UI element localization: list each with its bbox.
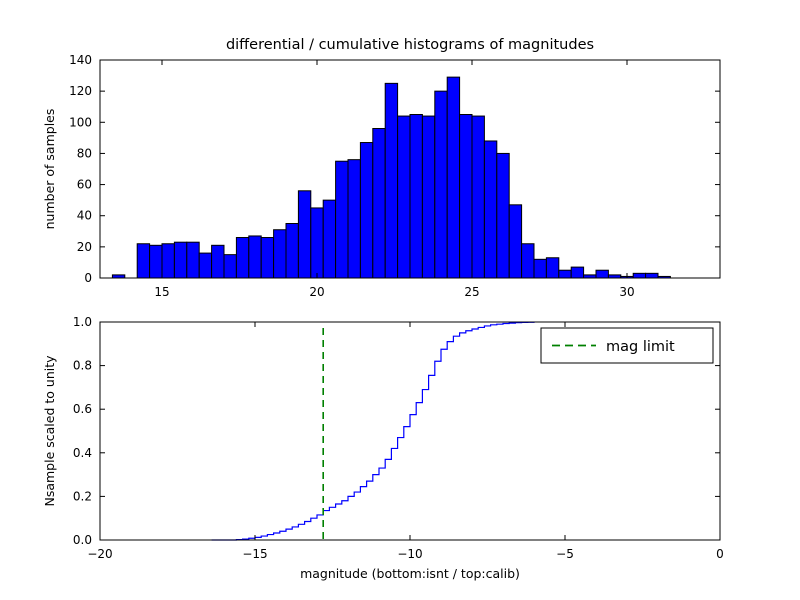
histogram-bar bbox=[434, 90, 448, 279]
histogram-bar bbox=[508, 204, 523, 279]
histogram-bar bbox=[533, 258, 547, 279]
y-tick-label: 120 bbox=[69, 84, 92, 98]
histogram-bar bbox=[372, 128, 386, 279]
y-tick-label: 140 bbox=[69, 53, 92, 67]
histogram-bar bbox=[570, 266, 585, 279]
legend-label-mag-limit: mag limit bbox=[606, 339, 675, 355]
histogram-bar bbox=[521, 243, 535, 279]
x-tick-label: −15 bbox=[242, 547, 267, 561]
x-tick-label: 15 bbox=[154, 285, 169, 299]
histogram-bar bbox=[558, 269, 572, 279]
histogram-bar bbox=[161, 243, 175, 279]
histogram-bar bbox=[211, 244, 225, 279]
y-tick-label: 0 bbox=[84, 271, 92, 285]
x-tick-label: −10 bbox=[397, 547, 422, 561]
figure-title: differential / cumulative histograms of … bbox=[226, 37, 594, 53]
histogram-bar bbox=[545, 257, 560, 279]
histogram-bar bbox=[273, 229, 287, 279]
y-tick-label: 0.0 bbox=[73, 533, 92, 547]
cumulative-histogram-axes: −20 −15 −10 −5 0 0.0 0.2 0.4 0.6 0.8 1.0 bbox=[73, 315, 724, 561]
y-tick-label: 0.2 bbox=[73, 489, 92, 503]
histogram-bar bbox=[186, 241, 200, 279]
bottom-y-axis-label: Nsample scaled to unity bbox=[42, 355, 57, 507]
x-tick-label: 20 bbox=[309, 285, 324, 299]
differential-histogram-axes: 15 20 25 30 0 20 40 60 80 100 120 140 bbox=[69, 53, 721, 299]
top-y-axis-label: number of samples bbox=[42, 109, 57, 230]
y-tick-label: 0.4 bbox=[73, 446, 92, 460]
histogram-bar bbox=[335, 160, 349, 279]
histogram-bar bbox=[285, 223, 299, 279]
histogram-bar bbox=[149, 244, 163, 279]
x-tick-label: 30 bbox=[619, 285, 634, 299]
y-tick-label: 1.0 bbox=[73, 315, 92, 329]
y-tick-label: 60 bbox=[77, 178, 92, 192]
histogram-bar bbox=[347, 159, 361, 279]
histogram-bar bbox=[359, 142, 374, 279]
histogram-bar bbox=[310, 207, 324, 279]
histogram-bar bbox=[248, 235, 262, 279]
histogram-bar bbox=[421, 115, 436, 279]
histogram-bar bbox=[198, 252, 213, 279]
histogram-bar bbox=[446, 76, 461, 279]
histogram-bar bbox=[260, 237, 275, 279]
histogram-bar bbox=[223, 254, 237, 279]
y-tick-label: 0.8 bbox=[73, 359, 92, 373]
histogram-bar bbox=[173, 241, 188, 279]
histogram-bar bbox=[471, 115, 485, 279]
legend: mag limit bbox=[540, 327, 714, 364]
histogram-bar bbox=[483, 140, 498, 279]
x-tick-label: −20 bbox=[87, 547, 112, 561]
histogram-bar bbox=[397, 115, 411, 279]
histogram-bar bbox=[632, 272, 647, 279]
histogram-bar bbox=[409, 114, 423, 279]
cumulative-step-line bbox=[211, 321, 535, 541]
histogram-bar bbox=[235, 237, 250, 279]
y-tick-label: 0.6 bbox=[73, 402, 92, 416]
histogram-bar bbox=[459, 114, 473, 279]
histogram-bar bbox=[297, 190, 312, 279]
histogram-bar bbox=[496, 152, 510, 279]
histogram-bar bbox=[136, 243, 151, 279]
bottom-x-axis-label: magnitude (bottom:isnt / top:calib) bbox=[300, 566, 520, 581]
axes-frame bbox=[99, 59, 721, 279]
y-tick-label: 40 bbox=[77, 209, 92, 223]
y-tick-label: 80 bbox=[77, 146, 92, 160]
histogram-bar bbox=[322, 199, 337, 279]
y-tick-label: 100 bbox=[69, 115, 92, 129]
histogram-bar bbox=[595, 269, 609, 279]
x-tick-label: −5 bbox=[556, 547, 574, 561]
histogram-bar bbox=[645, 272, 659, 279]
histogram-bar bbox=[384, 82, 399, 279]
x-tick-label: 25 bbox=[464, 285, 479, 299]
y-tick-label: 20 bbox=[77, 240, 92, 254]
x-tick-label: 0 bbox=[716, 547, 724, 561]
